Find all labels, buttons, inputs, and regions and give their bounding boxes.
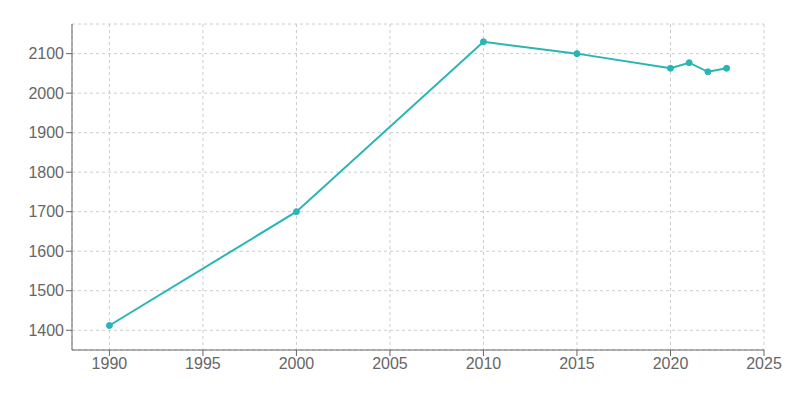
- svg-text:2100: 2100: [28, 45, 64, 62]
- svg-text:2010: 2010: [466, 355, 502, 372]
- svg-text:2025: 2025: [746, 355, 782, 372]
- svg-text:2000: 2000: [279, 355, 315, 372]
- svg-text:1400: 1400: [28, 322, 64, 339]
- svg-text:1600: 1600: [28, 243, 64, 260]
- svg-text:1900: 1900: [28, 124, 64, 141]
- svg-text:1800: 1800: [28, 164, 64, 181]
- svg-text:1500: 1500: [28, 282, 64, 299]
- svg-text:2000: 2000: [28, 85, 64, 102]
- svg-text:2020: 2020: [653, 355, 689, 372]
- svg-text:2005: 2005: [372, 355, 408, 372]
- svg-text:1995: 1995: [185, 355, 221, 372]
- svg-text:1990: 1990: [92, 355, 128, 372]
- svg-text:1700: 1700: [28, 203, 64, 220]
- svg-text:2015: 2015: [559, 355, 595, 372]
